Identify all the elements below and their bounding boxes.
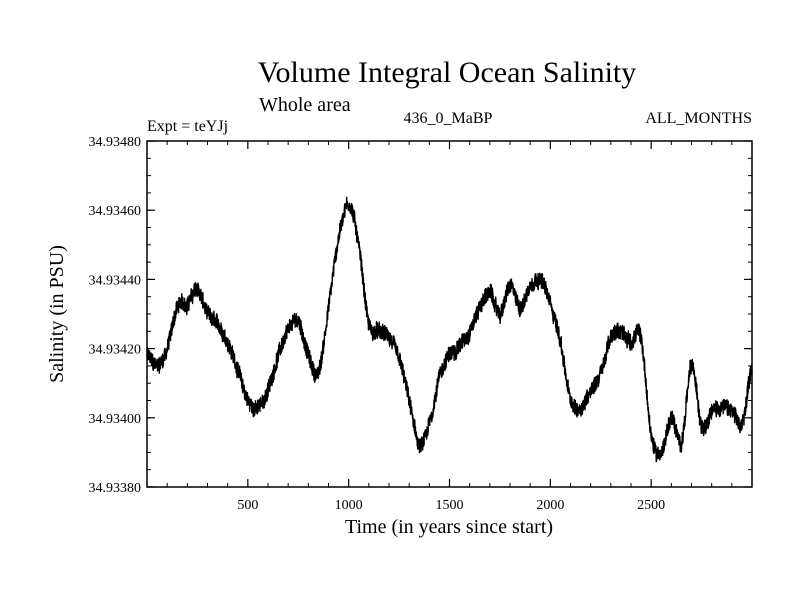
plot-frame <box>146 140 753 488</box>
y-axis-label: Salinity (in PSU) <box>46 245 68 383</box>
header-center: 436_0_MaBP <box>404 110 493 127</box>
y-tick-label: 34.93420 <box>89 343 142 358</box>
y-tick-label: 34.93480 <box>89 135 142 150</box>
x-tick-label: 2000 <box>536 498 564 513</box>
y-axis: 34.93380 34.93400 34.93420 34.93440 34.93460… <box>89 135 752 496</box>
y-tick-label: 34.93440 <box>89 273 142 288</box>
series-line-salinity <box>146 196 753 463</box>
x-tick-label: 500 <box>237 498 258 513</box>
plot-area <box>146 196 753 463</box>
x-axis-label: Time (in years since start) <box>345 516 553 538</box>
y-tick-label: 34.93460 <box>89 204 142 219</box>
header-right: ALL_MONTHS <box>645 110 752 127</box>
y-tick-label: 34.93380 <box>89 481 142 496</box>
chart-title: Volume Integral Ocean Salinity <box>258 56 637 89</box>
x-tick-label: 1000 <box>335 498 363 513</box>
chart-subtitle: Whole area <box>259 94 351 116</box>
x-axis: 500 1000 1500 2000 2500 <box>166 141 733 513</box>
y-tick-label: 34.93400 <box>89 412 142 427</box>
x-tick-label: 2500 <box>637 498 665 513</box>
header-left: Expt = teYJj <box>147 118 228 135</box>
x-tick-label: 1500 <box>436 498 464 513</box>
